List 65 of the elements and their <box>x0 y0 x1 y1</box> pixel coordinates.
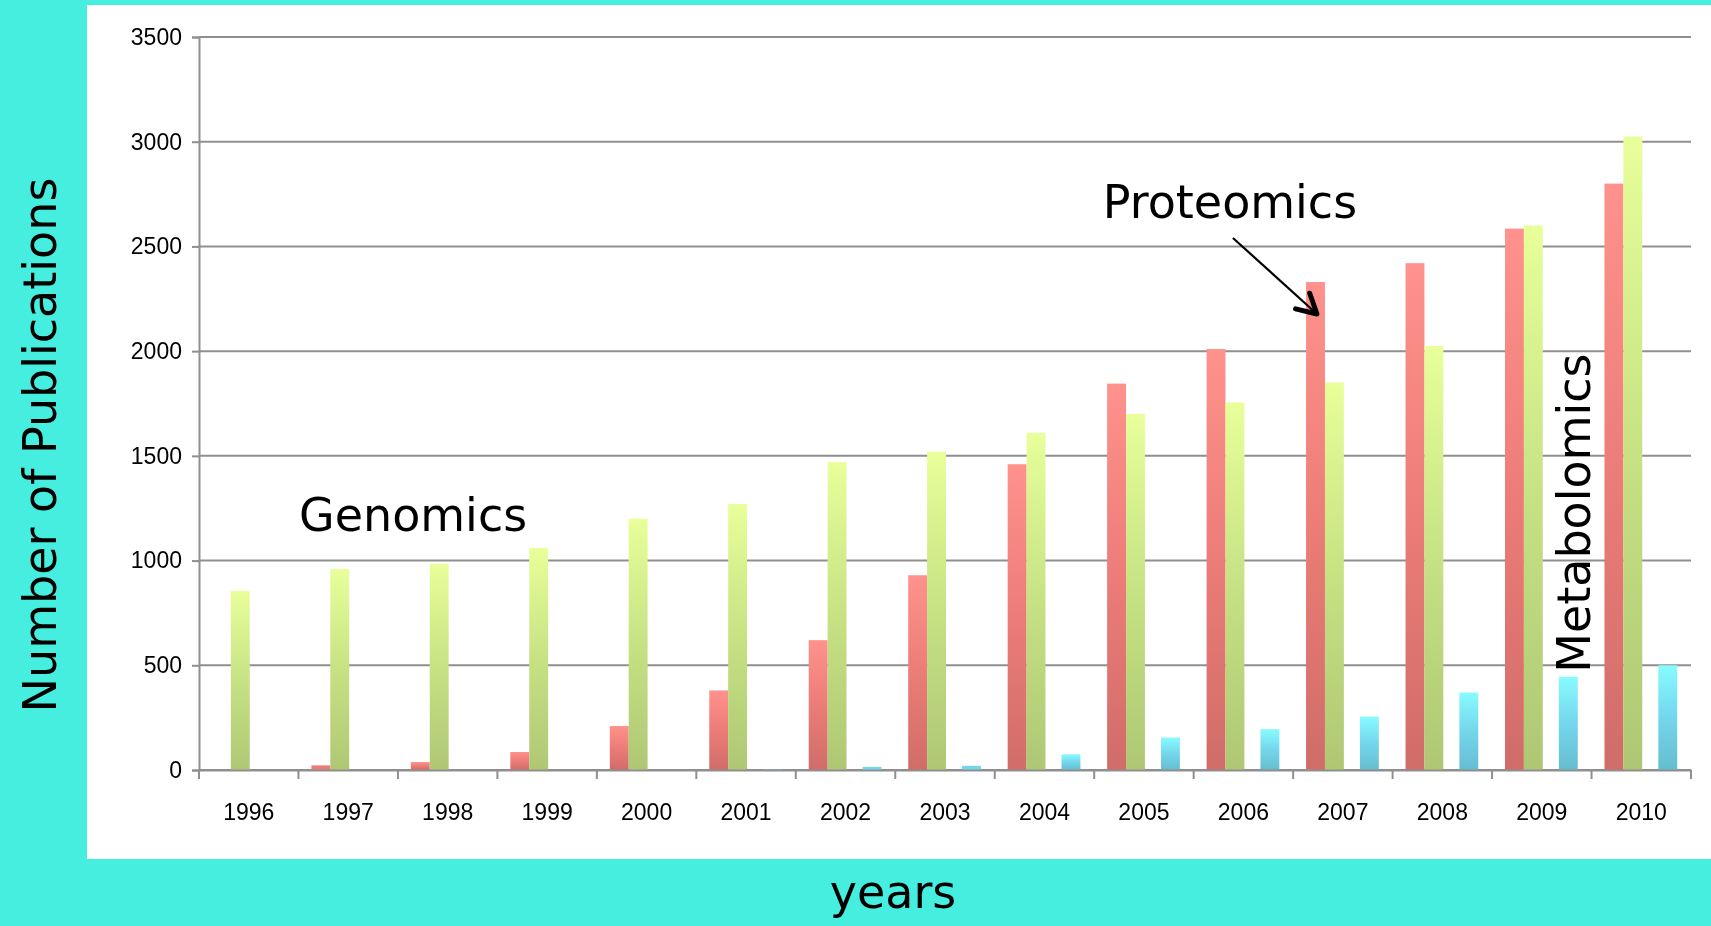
bar <box>1107 383 1127 770</box>
x-tick-label: 2002 <box>819 799 872 826</box>
series-label: Proteomics <box>1102 175 1358 230</box>
x-axis-title: years <box>829 865 957 919</box>
y-tick-label: 3500 <box>130 23 182 50</box>
y-tick-label: 0 <box>169 756 182 783</box>
bar <box>1505 228 1524 770</box>
x-tick-label: 1996 <box>223 799 275 826</box>
bar <box>1459 692 1479 770</box>
bar <box>1126 413 1145 770</box>
bar <box>510 751 530 770</box>
y-tick-label: 500 <box>143 652 182 679</box>
x-tick-label: 2005 <box>1118 799 1170 826</box>
x-tick-label: 1998 <box>422 799 474 826</box>
x-tick-label: 2003 <box>919 799 971 826</box>
bar <box>1424 345 1444 770</box>
y-tick-label: 1000 <box>130 547 182 574</box>
bar <box>728 504 748 770</box>
bar <box>628 518 648 770</box>
bar <box>330 568 350 770</box>
bar <box>1061 754 1081 770</box>
bar <box>529 548 549 770</box>
bar <box>1604 183 1624 770</box>
bar <box>609 726 629 770</box>
x-tick-label: 2004 <box>1018 799 1071 826</box>
bar <box>1007 464 1027 770</box>
bar <box>1225 402 1245 770</box>
x-tick-label: 2009 <box>1516 799 1568 826</box>
bar <box>808 640 828 770</box>
bar <box>908 575 928 770</box>
x-tick-label: 2008 <box>1416 799 1468 826</box>
x-tick-label: 2001 <box>720 799 772 826</box>
y-tick-label: 3000 <box>130 128 182 155</box>
y-tick-label: 2000 <box>130 338 182 364</box>
bar <box>429 563 449 770</box>
series-label: Genomics <box>299 488 528 543</box>
bar <box>1359 716 1379 770</box>
bar <box>1405 263 1425 770</box>
bar <box>1623 136 1643 770</box>
bar <box>410 762 430 770</box>
x-tick-label: 2006 <box>1217 799 1269 826</box>
bar <box>1523 225 1543 770</box>
x-tick-label: 1999 <box>521 799 573 826</box>
x-tick-label: 2007 <box>1317 799 1369 826</box>
bar <box>1658 665 1678 770</box>
bar <box>311 765 331 770</box>
bar <box>927 451 946 770</box>
x-tick-label: 1997 <box>322 799 374 826</box>
bar <box>709 690 729 770</box>
bar <box>1324 382 1344 770</box>
bar <box>827 462 847 770</box>
bar <box>230 590 250 770</box>
y-tick-label: 1500 <box>130 442 182 469</box>
bar <box>1206 349 1226 770</box>
x-tick-label: 2010 <box>1615 799 1667 826</box>
x-tick-label: 2000 <box>621 799 673 826</box>
y-tick-label: 2500 <box>130 233 182 260</box>
bar <box>862 766 882 770</box>
bar <box>1260 729 1280 770</box>
bar <box>1558 676 1578 770</box>
bar <box>1160 737 1180 770</box>
y-axis-title: Number of Publications <box>13 177 67 713</box>
text: Metabolomics <box>1547 353 1602 673</box>
bar <box>1026 432 1046 770</box>
bar <box>962 765 981 770</box>
